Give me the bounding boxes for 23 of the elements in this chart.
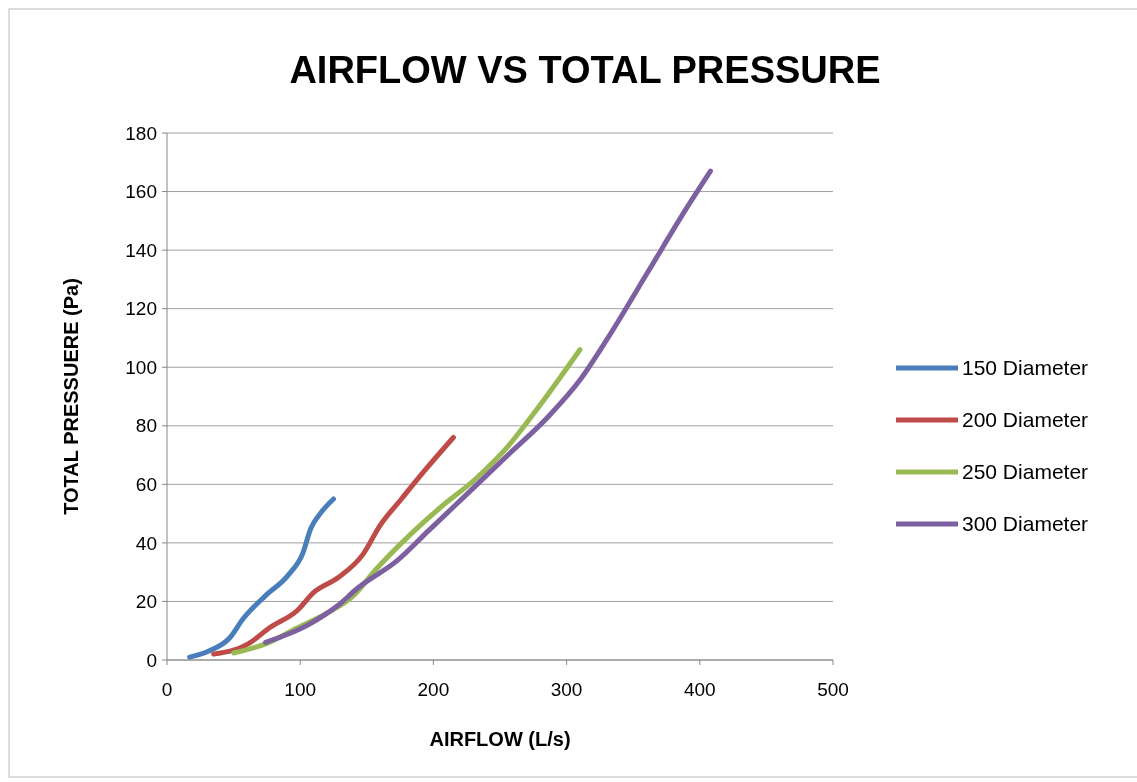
y-tick-label: 100 (125, 356, 157, 378)
x-tick-label: 0 (161, 679, 173, 700)
y-tick-label: 0 (146, 649, 157, 671)
y-tick-label: 20 (135, 591, 157, 613)
y-tick-label: 80 (135, 415, 157, 437)
y-tick-label: 40 (135, 532, 157, 554)
x-axis-title: AIRFLOW (L/s) (429, 728, 571, 750)
x-tick-label: 500 (817, 679, 849, 700)
x-tick-label: 200 (417, 679, 450, 700)
chart-title: AIRFLOW VS TOTAL PRESSURE (289, 49, 881, 91)
y-tick-label: 160 (125, 181, 157, 203)
x-tick-label: 400 (683, 679, 716, 700)
y-tick-label: 140 (125, 239, 157, 261)
y-axis-title: TOTAL PRESSUERE (Pa) (60, 278, 82, 515)
y-tick-label: 180 (125, 122, 157, 144)
legend-label: 300 Diameter (962, 512, 1089, 536)
x-tick-label: 300 (550, 679, 583, 700)
y-tick-label: 60 (135, 473, 157, 495)
legend-label: 200 Diameter (962, 408, 1089, 432)
legend-label: 150 Diameter (962, 356, 1089, 380)
x-tick-label: 100 (284, 679, 317, 700)
legend-label: 250 Diameter (962, 460, 1089, 484)
y-tick-label: 120 (125, 298, 157, 320)
